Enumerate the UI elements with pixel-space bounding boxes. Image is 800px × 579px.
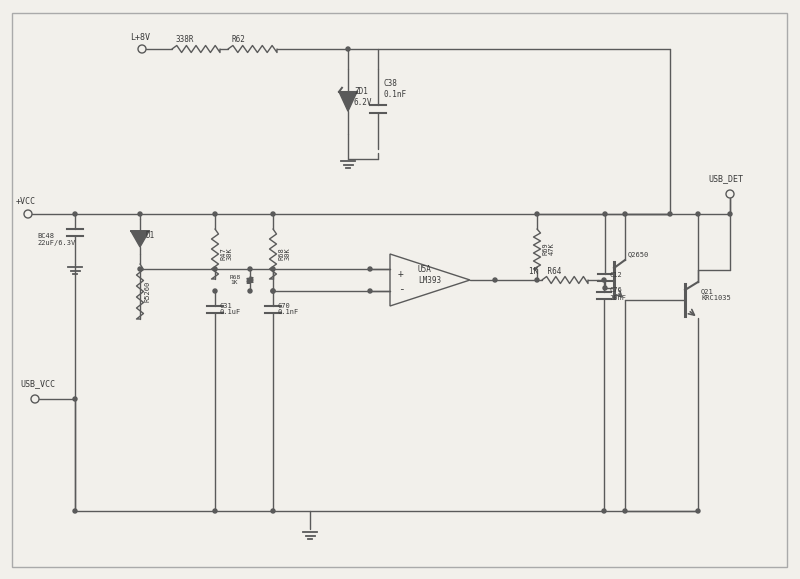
Text: +: + <box>398 269 404 279</box>
Text: R62: R62 <box>231 35 245 45</box>
Text: ZD1
6.2V: ZD1 6.2V <box>354 87 373 107</box>
Circle shape <box>138 267 142 271</box>
Circle shape <box>368 267 372 271</box>
Text: Q21
KRC1035: Q21 KRC1035 <box>701 288 730 302</box>
Circle shape <box>271 212 275 216</box>
Circle shape <box>623 509 627 513</box>
Text: Q2650: Q2650 <box>628 251 650 257</box>
Circle shape <box>603 212 607 216</box>
Circle shape <box>696 509 700 513</box>
Circle shape <box>213 212 217 216</box>
Circle shape <box>213 289 217 293</box>
Circle shape <box>623 212 627 216</box>
Text: USB_VCC: USB_VCC <box>20 379 55 389</box>
Circle shape <box>248 289 252 293</box>
Text: BC48
22uF/6.3V: BC48 22uF/6.3V <box>37 233 75 245</box>
Text: C70
0.1nF: C70 0.1nF <box>278 302 299 316</box>
Text: L+8V: L+8V <box>130 32 150 42</box>
Circle shape <box>138 212 142 216</box>
Text: U5A
LM393: U5A LM393 <box>418 265 441 285</box>
Text: 338R: 338R <box>175 35 194 45</box>
Circle shape <box>271 509 275 513</box>
Text: D1: D1 <box>145 232 154 240</box>
Circle shape <box>271 289 275 293</box>
Text: C38
0.1nF: C38 0.1nF <box>384 79 407 98</box>
Circle shape <box>248 267 252 271</box>
Circle shape <box>73 212 77 216</box>
Circle shape <box>213 509 217 513</box>
Text: R68
30K: R68 30K <box>278 248 291 261</box>
Circle shape <box>271 267 275 271</box>
Text: USB_DET: USB_DET <box>708 174 743 184</box>
Text: C31
0.1uF: C31 0.1uF <box>220 302 242 316</box>
Circle shape <box>668 212 672 216</box>
Text: C76
10nF: C76 10nF <box>609 288 626 301</box>
Circle shape <box>602 278 606 282</box>
Text: R47
30K: R47 30K <box>220 248 233 261</box>
Text: +VCC: +VCC <box>16 197 36 207</box>
Circle shape <box>368 289 372 293</box>
Circle shape <box>73 397 77 401</box>
Polygon shape <box>131 231 149 247</box>
Text: R5260: R5260 <box>145 280 151 302</box>
Text: C12: C12 <box>609 272 622 278</box>
Text: R69
47K: R69 47K <box>542 243 555 255</box>
Circle shape <box>535 278 539 282</box>
Circle shape <box>346 47 350 51</box>
Circle shape <box>696 212 700 216</box>
Circle shape <box>603 286 607 290</box>
Text: R68
1K: R68 1K <box>230 274 242 285</box>
Circle shape <box>728 212 732 216</box>
Circle shape <box>535 212 539 216</box>
Circle shape <box>213 267 217 271</box>
Text: -: - <box>398 284 405 294</box>
Circle shape <box>271 289 275 293</box>
Circle shape <box>493 278 497 282</box>
Circle shape <box>602 509 606 513</box>
Text: 1K  R64: 1K R64 <box>529 266 562 276</box>
Polygon shape <box>339 91 357 111</box>
Circle shape <box>73 509 77 513</box>
